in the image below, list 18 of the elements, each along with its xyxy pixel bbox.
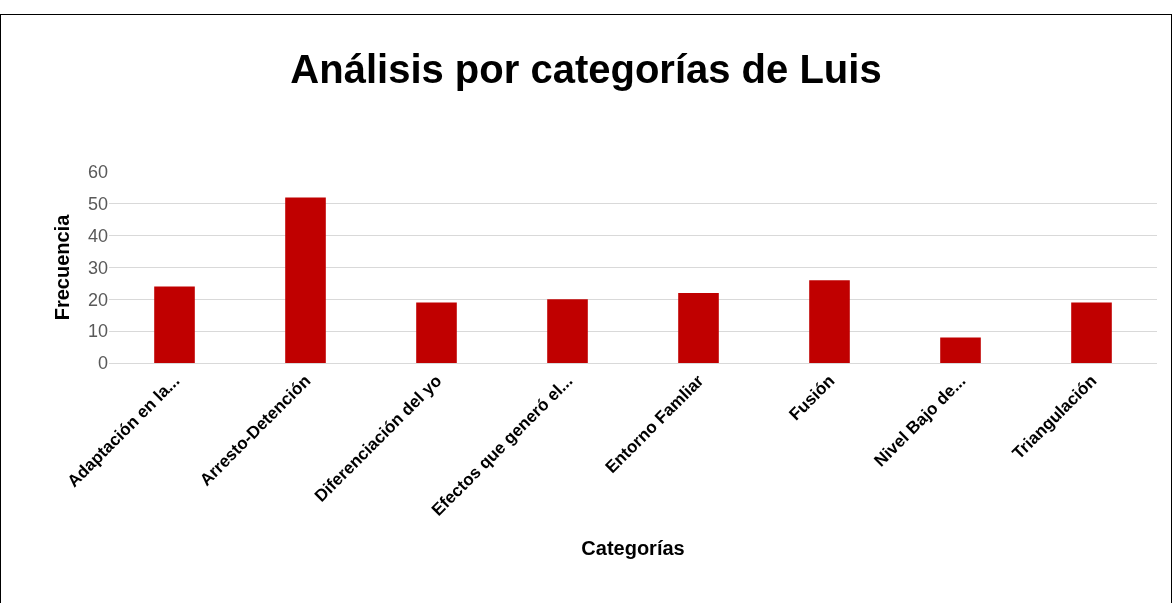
y-tick-label: 50 — [87, 194, 108, 215]
y-tick-label: 20 — [87, 289, 108, 310]
bar — [1071, 302, 1112, 363]
bar — [416, 302, 457, 363]
chart-title: Análisis por categorías de Luis — [290, 46, 882, 91]
y-tick-label: 0 — [97, 353, 108, 374]
y-axis-title: Frecuencia — [51, 213, 74, 321]
bar — [678, 292, 719, 363]
x-axis-title: Categorías — [581, 537, 685, 560]
bar — [154, 286, 195, 363]
bar — [285, 197, 326, 363]
bar — [940, 337, 981, 363]
y-tick-label: 30 — [87, 257, 108, 278]
bar — [809, 280, 850, 363]
y-tick-label: 60 — [87, 162, 108, 183]
y-tick-label: 40 — [87, 225, 108, 246]
bar — [547, 299, 588, 363]
y-tick-label: 10 — [87, 321, 108, 342]
